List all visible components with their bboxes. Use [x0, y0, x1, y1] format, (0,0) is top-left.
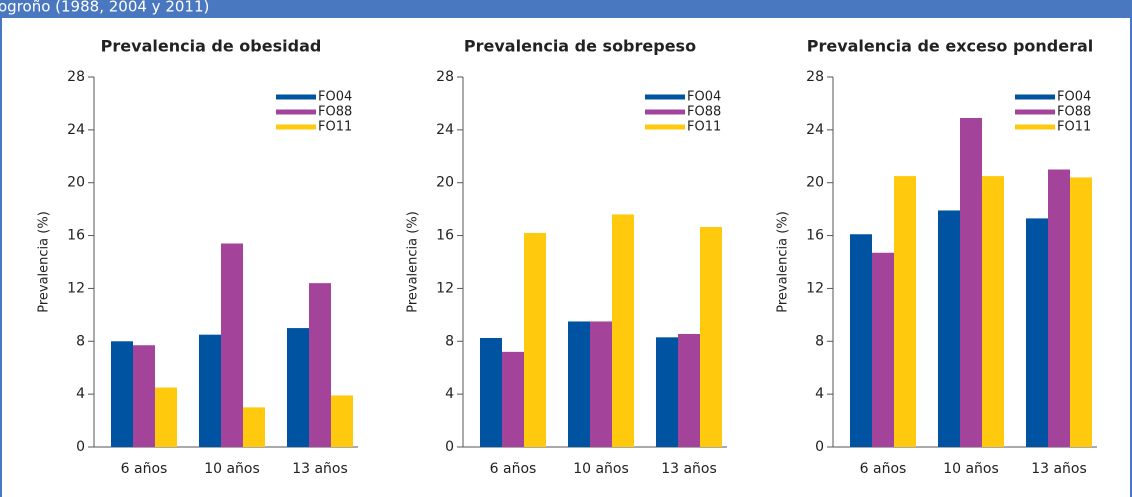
- bar: [480, 337, 502, 447]
- bar: [612, 214, 634, 447]
- bar: [1026, 218, 1048, 447]
- y-tick-label: 20: [67, 175, 85, 191]
- y-tick-label: 8: [445, 333, 454, 349]
- bar: [502, 351, 524, 447]
- bar: [1070, 177, 1092, 447]
- bar: [111, 341, 133, 447]
- y-tick-label: 0: [76, 439, 85, 455]
- header-bar: [0, 0, 1132, 18]
- bar: [568, 321, 590, 447]
- frame-right: [1130, 18, 1132, 497]
- y-axis-label: Prevalencia (%): [406, 211, 421, 313]
- y-tick-label: 0: [445, 439, 454, 455]
- x-tick-label: 13 años: [661, 461, 717, 477]
- y-tick-label: 12: [67, 280, 85, 296]
- chart-title: Prevalencia de exceso ponderal: [807, 37, 1094, 56]
- legend-label: FO04: [687, 90, 721, 105]
- bar: [590, 321, 612, 447]
- bar: [221, 243, 243, 447]
- y-axis-label: Prevalencia (%): [776, 211, 791, 313]
- y-tick-label: 0: [815, 439, 824, 455]
- y-tick-label: 24: [806, 122, 824, 138]
- x-tick-label: 10 años: [943, 461, 999, 477]
- bar: [894, 176, 916, 447]
- bar: [700, 226, 722, 447]
- bar: [960, 117, 982, 447]
- legend-label: FO11: [318, 120, 352, 135]
- bar: [524, 232, 546, 447]
- y-tick-label: 16: [806, 228, 824, 244]
- y-tick-label: 4: [76, 386, 85, 402]
- bar: [309, 283, 331, 447]
- y-tick-label: 4: [445, 386, 454, 402]
- bar: [678, 334, 700, 447]
- bar: [982, 176, 1004, 447]
- y-tick-label: 8: [76, 333, 85, 349]
- legend-label: FO04: [318, 90, 352, 105]
- bar: [133, 345, 155, 447]
- bar: [938, 210, 960, 447]
- y-tick-label: 24: [67, 122, 85, 138]
- bar: [243, 407, 265, 447]
- y-tick-label: 12: [806, 280, 824, 296]
- y-tick-label: 16: [436, 228, 454, 244]
- frame-left: [0, 18, 2, 497]
- bar: [872, 252, 894, 447]
- y-tick-label: 28: [806, 69, 824, 85]
- y-tick-label: 8: [815, 333, 824, 349]
- bar: [155, 387, 177, 447]
- x-tick-label: 13 años: [1031, 461, 1087, 477]
- y-tick-label: 4: [815, 386, 824, 402]
- bar: [656, 337, 678, 447]
- x-tick-label: 10 años: [204, 461, 260, 477]
- bar: [199, 334, 221, 447]
- header-title: ogroño (1988, 2004 y 2011): [0, 0, 209, 16]
- legend-label: FO11: [687, 120, 721, 135]
- x-tick-label: 10 años: [573, 461, 629, 477]
- bar: [331, 395, 353, 447]
- legend-label: FO04: [1057, 90, 1091, 105]
- legend-label: FO88: [1057, 105, 1091, 120]
- chart-title: Prevalencia de sobrepeso: [464, 37, 696, 56]
- y-axis-label: Prevalencia (%): [37, 211, 52, 313]
- bar: [287, 328, 309, 447]
- x-tick-label: 6 años: [860, 461, 907, 477]
- y-tick-label: 12: [436, 280, 454, 296]
- y-tick-label: 28: [436, 69, 454, 85]
- x-tick-label: 6 años: [490, 461, 537, 477]
- y-tick-label: 28: [67, 69, 85, 85]
- bar: [1048, 169, 1070, 447]
- x-tick-label: 13 años: [292, 461, 348, 477]
- x-tick-label: 6 años: [121, 461, 168, 477]
- legend-label: FO88: [318, 105, 352, 120]
- legend-label: FO11: [1057, 120, 1091, 135]
- y-tick-label: 20: [436, 175, 454, 191]
- legend-label: FO88: [687, 105, 721, 120]
- y-tick-label: 16: [67, 228, 85, 244]
- chart-title: Prevalencia de obesidad: [101, 37, 322, 56]
- bar: [850, 234, 872, 447]
- y-tick-label: 20: [806, 175, 824, 191]
- y-tick-label: 24: [436, 122, 454, 138]
